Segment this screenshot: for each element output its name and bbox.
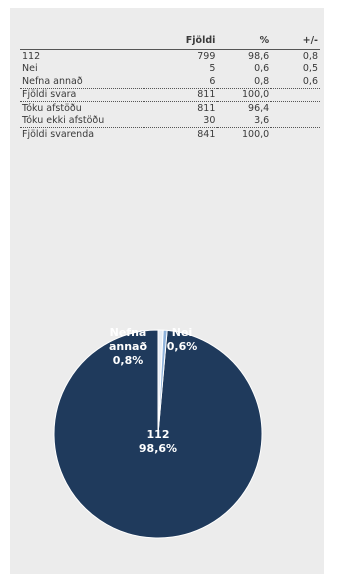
header-pm: +/- <box>271 34 320 50</box>
pie-label-nefna-annad: Nefna annað 0,8% <box>109 326 148 367</box>
row-count: 811 <box>143 87 218 102</box>
row-pm <box>271 87 320 102</box>
table-row: Nei 5 0,6 0,5 <box>20 63 320 76</box>
row-pm: 0,8 <box>302 50 318 62</box>
table-row: 112 799 98,6 0,8 <box>20 50 320 63</box>
row-count: 6 <box>209 75 216 87</box>
pie-slice <box>157 329 168 435</box>
row-count: 30 <box>203 115 216 127</box>
row-pct: 96,4 <box>217 101 272 115</box>
row-count: 811 <box>143 101 218 115</box>
row-count: 841 <box>143 127 218 141</box>
row-pct: 3,6 <box>254 115 270 127</box>
row-label: 112 <box>22 50 41 62</box>
row-pct: 0,8 <box>254 75 270 87</box>
row-pct: 100,0 <box>217 87 272 102</box>
row-pct: 100,0 <box>217 127 272 141</box>
row-label: Tóku afstöðu <box>20 101 144 115</box>
row-count: 5 <box>209 63 216 75</box>
row-pm: 0,6 <box>302 75 318 87</box>
row-pm: 0,5 <box>302 63 318 75</box>
pie-label-nei: Nei 0,6% <box>167 326 198 353</box>
row-pm <box>271 127 320 141</box>
table-row: Fjöldi svara 811 100,0 <box>20 87 320 102</box>
header-count: Fjöldi <box>143 34 218 50</box>
header-label <box>20 34 144 50</box>
row-count: 799 <box>197 50 216 62</box>
header-pct: % <box>217 34 272 50</box>
row-pct: 98,6 <box>248 50 270 62</box>
results-table: Fjöldi % +/- 112 799 98,6 0,8 Nei 5 0,6 … <box>20 34 320 141</box>
table-row: Fjöldi svarenda 841 100,0 <box>20 127 320 141</box>
table-header-row: Fjöldi % +/- <box>20 34 320 50</box>
row-pct: 0,6 <box>254 63 270 75</box>
pie-label-112: 112 98,6% <box>139 428 177 455</box>
row-label: Fjöldi svarenda <box>20 127 144 141</box>
table-row: Tóku ekki afstöðu 30 3,6 <box>20 115 320 128</box>
row-label: Nefna annað <box>22 75 83 87</box>
row-label: Fjöldi svara <box>20 87 144 102</box>
table-row: Tóku afstöðu 811 96,4 <box>20 101 320 115</box>
row-label: Nei <box>22 63 38 75</box>
table-row: Nefna annað 6 0,8 0,6 <box>20 75 320 88</box>
row-label: Tóku ekki afstöðu <box>22 115 105 127</box>
row-pm <box>271 101 320 115</box>
